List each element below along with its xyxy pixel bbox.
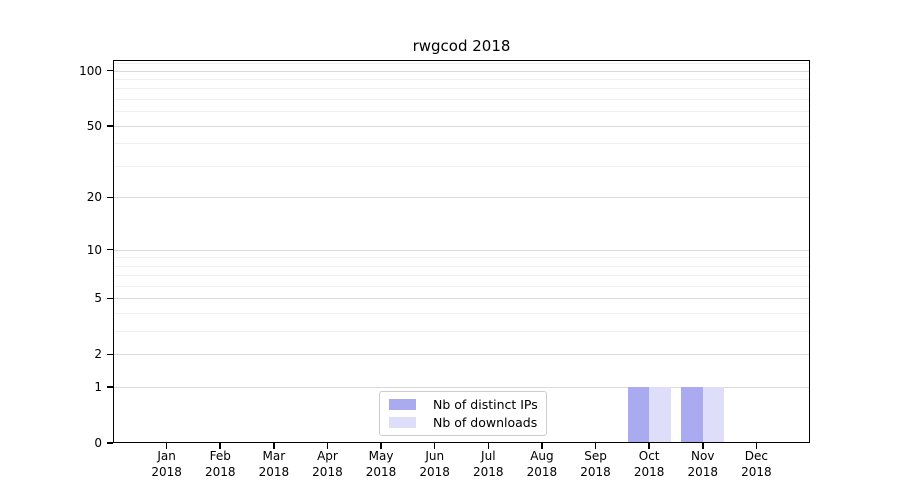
minor-gridline — [113, 165, 810, 167]
x-axis-tick — [541, 443, 543, 449]
major-gridline — [113, 197, 810, 199]
x-axis-tick — [648, 443, 650, 449]
minor-gridline — [113, 265, 810, 267]
y-axis-tick-label: 10 — [86, 242, 102, 257]
major-gridline — [113, 70, 810, 72]
legend-label: Nb of downloads — [433, 415, 538, 430]
y-axis-tick — [107, 196, 113, 199]
y-axis-tick-label: 0 — [94, 436, 102, 450]
legend-swatch-distinct-ips — [389, 399, 416, 410]
x-axis-tick — [273, 443, 275, 449]
y-axis-tick-label: 2 — [94, 347, 102, 362]
minor-gridline — [113, 63, 810, 65]
y-axis-tick — [107, 297, 113, 300]
legend-item: Nb of downloads — [389, 415, 537, 430]
legend: Nb of distinct IPs Nb of downloads — [379, 391, 547, 436]
legend-item: Nb of distinct IPs — [389, 397, 538, 412]
x-axis-tick — [219, 443, 221, 449]
y-axis-tick — [107, 69, 113, 72]
x-axis-tick-label: May 2018 — [365, 449, 397, 479]
minor-gridline — [113, 331, 810, 333]
x-axis-tick — [702, 443, 704, 449]
x-axis-tick-label: Nov 2018 — [687, 449, 719, 479]
x-axis-tick — [380, 443, 382, 449]
bar-nb-of-downloads — [702, 387, 725, 443]
y-axis-tick-label: 5 — [94, 291, 102, 306]
minor-gridline — [113, 111, 810, 113]
x-axis-tick — [165, 443, 168, 449]
x-axis-tick-label: Feb 2018 — [204, 449, 236, 479]
x-axis-tick — [755, 443, 758, 449]
chart-title: rwgcod 2018 — [412, 37, 511, 55]
plot-border — [113, 60, 810, 443]
x-axis-tick-label: Jun 2018 — [419, 449, 450, 479]
minor-gridline — [113, 79, 810, 81]
y-axis-tick — [107, 353, 113, 356]
y-axis-tick — [107, 248, 113, 251]
x-axis-tick — [326, 443, 329, 449]
x-axis-tick — [487, 443, 490, 449]
bar-nb-of-downloads — [649, 387, 671, 443]
x-axis-tick-label: Dec 2018 — [741, 449, 772, 479]
minor-gridline — [113, 99, 810, 101]
major-gridline — [113, 298, 810, 300]
minor-gridline — [113, 88, 810, 90]
minor-gridline — [113, 275, 810, 277]
bar-nb-of-distinct-ips — [627, 387, 650, 443]
minor-gridline — [113, 313, 810, 315]
minor-gridline — [113, 143, 810, 145]
major-gridline — [113, 125, 810, 127]
legend-swatch-downloads — [389, 417, 416, 428]
x-axis-tick — [594, 443, 597, 449]
minor-gridline — [113, 286, 810, 288]
x-axis-tick-label: Oct 2018 — [633, 449, 665, 479]
y-axis-tick — [107, 125, 113, 127]
x-axis-tick-label: Apr 2018 — [312, 449, 343, 479]
bar-nb-of-distinct-ips — [681, 387, 703, 443]
y-axis-tick-label: 20 — [86, 190, 102, 205]
x-axis-tick-label: Aug 2018 — [526, 449, 558, 479]
minor-gridline — [113, 257, 810, 259]
y-axis-tick — [107, 442, 113, 444]
x-axis-tick-label: Jul 2018 — [473, 449, 504, 479]
major-gridline — [113, 387, 810, 389]
y-axis-tick — [107, 386, 113, 388]
x-axis-tick-label: Mar 2018 — [258, 449, 290, 479]
major-gridline — [113, 354, 810, 356]
y-axis-tick-label: 100 — [79, 63, 102, 78]
x-axis-tick-label: Sep 2018 — [580, 449, 611, 479]
x-axis-tick-label: Jan 2018 — [151, 449, 182, 479]
y-axis-tick-label: 1 — [94, 380, 102, 395]
major-gridline — [113, 249, 810, 251]
y-axis-tick-label: 50 — [86, 118, 102, 133]
x-axis-tick — [433, 443, 436, 449]
legend-label: Nb of distinct IPs — [433, 397, 538, 412]
